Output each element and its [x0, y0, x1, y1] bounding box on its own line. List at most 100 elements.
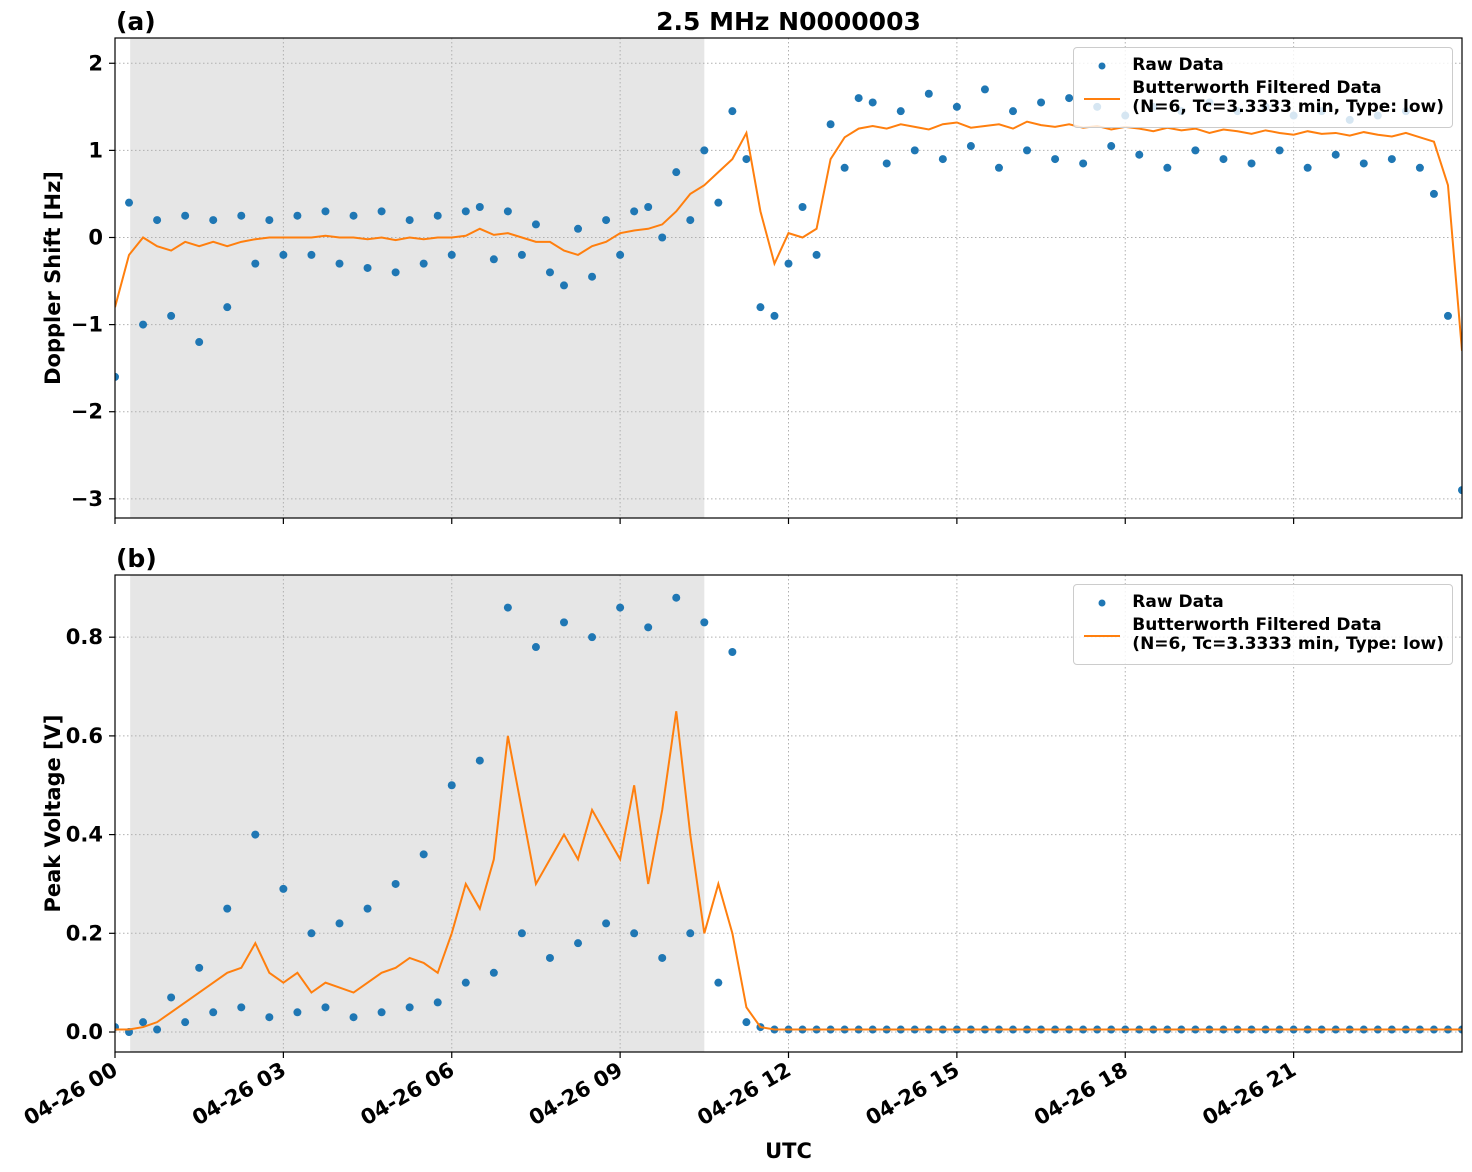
- data-point: [1023, 146, 1032, 155]
- data-point: [1415, 163, 1424, 172]
- data-point: [1191, 146, 1200, 155]
- data-point: [1037, 98, 1046, 107]
- legend-entry: Raw Data: [1080, 56, 1444, 75]
- data-point: [854, 94, 863, 103]
- y-tick-label: 0.6: [66, 724, 103, 748]
- y-tick-label: −3: [71, 487, 103, 511]
- data-point: [433, 998, 442, 1007]
- data-point: [181, 211, 190, 220]
- x-tick-label: 04-26 06: [356, 1058, 458, 1131]
- data-point: [139, 1018, 148, 1027]
- data-point: [686, 929, 695, 938]
- legend-key: [1080, 56, 1124, 75]
- y-tick-label: 0.2: [66, 921, 103, 945]
- legend-key: [1080, 616, 1124, 646]
- data-point: [153, 216, 162, 225]
- data-point: [377, 207, 386, 216]
- data-point: [756, 303, 765, 312]
- legend-entry: Butterworth Filtered Data (N=6, Tc=3.333…: [1080, 79, 1444, 117]
- data-point: [1331, 150, 1340, 159]
- data-point: [363, 263, 372, 272]
- data-point: [139, 320, 148, 329]
- y-axis-label: Peak Voltage [V]: [41, 714, 65, 912]
- data-point: [952, 102, 961, 111]
- data-point: [714, 198, 723, 207]
- legend-symbol: [1098, 599, 1106, 607]
- data-point: [433, 211, 442, 220]
- legend-entry: Raw Data: [1080, 593, 1444, 612]
- data-point: [644, 203, 653, 212]
- data-point: [307, 929, 316, 938]
- data-point: [1458, 486, 1462, 495]
- data-point: [840, 163, 849, 172]
- data-point: [924, 89, 933, 98]
- data-point: [391, 268, 400, 277]
- legend-key: [1080, 79, 1124, 109]
- x-tick-label: 04-26 09: [525, 1058, 627, 1131]
- data-point: [560, 618, 568, 627]
- data-point: [644, 623, 653, 632]
- data-point: [405, 216, 414, 225]
- panel-label: (a): [116, 7, 156, 36]
- data-point: [1275, 146, 1284, 155]
- data-point: [461, 978, 470, 987]
- data-point: [1065, 94, 1074, 103]
- legend: Raw Data Butterworth Filtered Data (N=6, …: [1073, 47, 1453, 128]
- data-point: [658, 953, 667, 962]
- data-point: [1429, 189, 1438, 198]
- panel-label: (b): [116, 544, 157, 573]
- legend-symbol: [1084, 635, 1121, 637]
- data-point: [279, 250, 288, 259]
- data-point: [223, 303, 232, 312]
- axes-frame: [114, 37, 1463, 519]
- shaded-span: [130, 575, 705, 1052]
- data-point: [588, 633, 597, 642]
- data-point: [181, 1018, 190, 1027]
- data-point: [602, 216, 611, 225]
- data-point: [630, 929, 639, 938]
- data-point: [560, 281, 568, 290]
- data-point: [826, 120, 835, 129]
- data-point: [630, 207, 639, 216]
- legend-label: Butterworth Filtered Data (N=6, Tc=3.333…: [1132, 78, 1444, 117]
- data-point: [588, 272, 597, 281]
- data-point: [1135, 150, 1144, 159]
- data-point: [335, 919, 344, 928]
- data-point: [770, 311, 779, 320]
- data-point: [728, 107, 737, 116]
- legend-marker: [1098, 599, 1106, 607]
- legend-marker: [1098, 62, 1106, 70]
- y-tick-label: 2: [88, 51, 103, 75]
- legend-label: Raw Data: [1132, 55, 1224, 75]
- data-point: [672, 593, 681, 602]
- data-point: [265, 1013, 274, 1022]
- data-point: [966, 142, 975, 151]
- data-point: [349, 1013, 358, 1022]
- shaded-span: [130, 38, 705, 518]
- data-point: [1443, 311, 1452, 320]
- data-point: [405, 1003, 414, 1012]
- data-point: [489, 255, 498, 264]
- y-axis-label: Doppler Shift [Hz]: [41, 171, 65, 385]
- data-point: [728, 647, 737, 656]
- data-point: [938, 155, 947, 164]
- data-point: [251, 830, 260, 839]
- data-point: [153, 1025, 162, 1034]
- data-point: [882, 159, 891, 168]
- data-point: [896, 107, 905, 116]
- data-point: [279, 884, 288, 893]
- data-point: [658, 233, 667, 242]
- legend: Raw Data Butterworth Filtered Data (N=6, …: [1073, 584, 1453, 665]
- data-point: [616, 603, 625, 612]
- data-point: [209, 216, 218, 225]
- data-point: [1107, 142, 1116, 151]
- data-point: [812, 250, 821, 259]
- data-point: [1247, 159, 1256, 168]
- x-tick-label: 04-26 03: [188, 1058, 290, 1131]
- data-point: [1219, 155, 1228, 164]
- data-point: [798, 203, 807, 212]
- legend-entry: Butterworth Filtered Data (N=6, Tc=3.333…: [1080, 616, 1444, 654]
- x-tick-label: 04-26 21: [1198, 1058, 1300, 1131]
- data-point: [531, 643, 540, 652]
- legend-symbol: [1084, 98, 1121, 100]
